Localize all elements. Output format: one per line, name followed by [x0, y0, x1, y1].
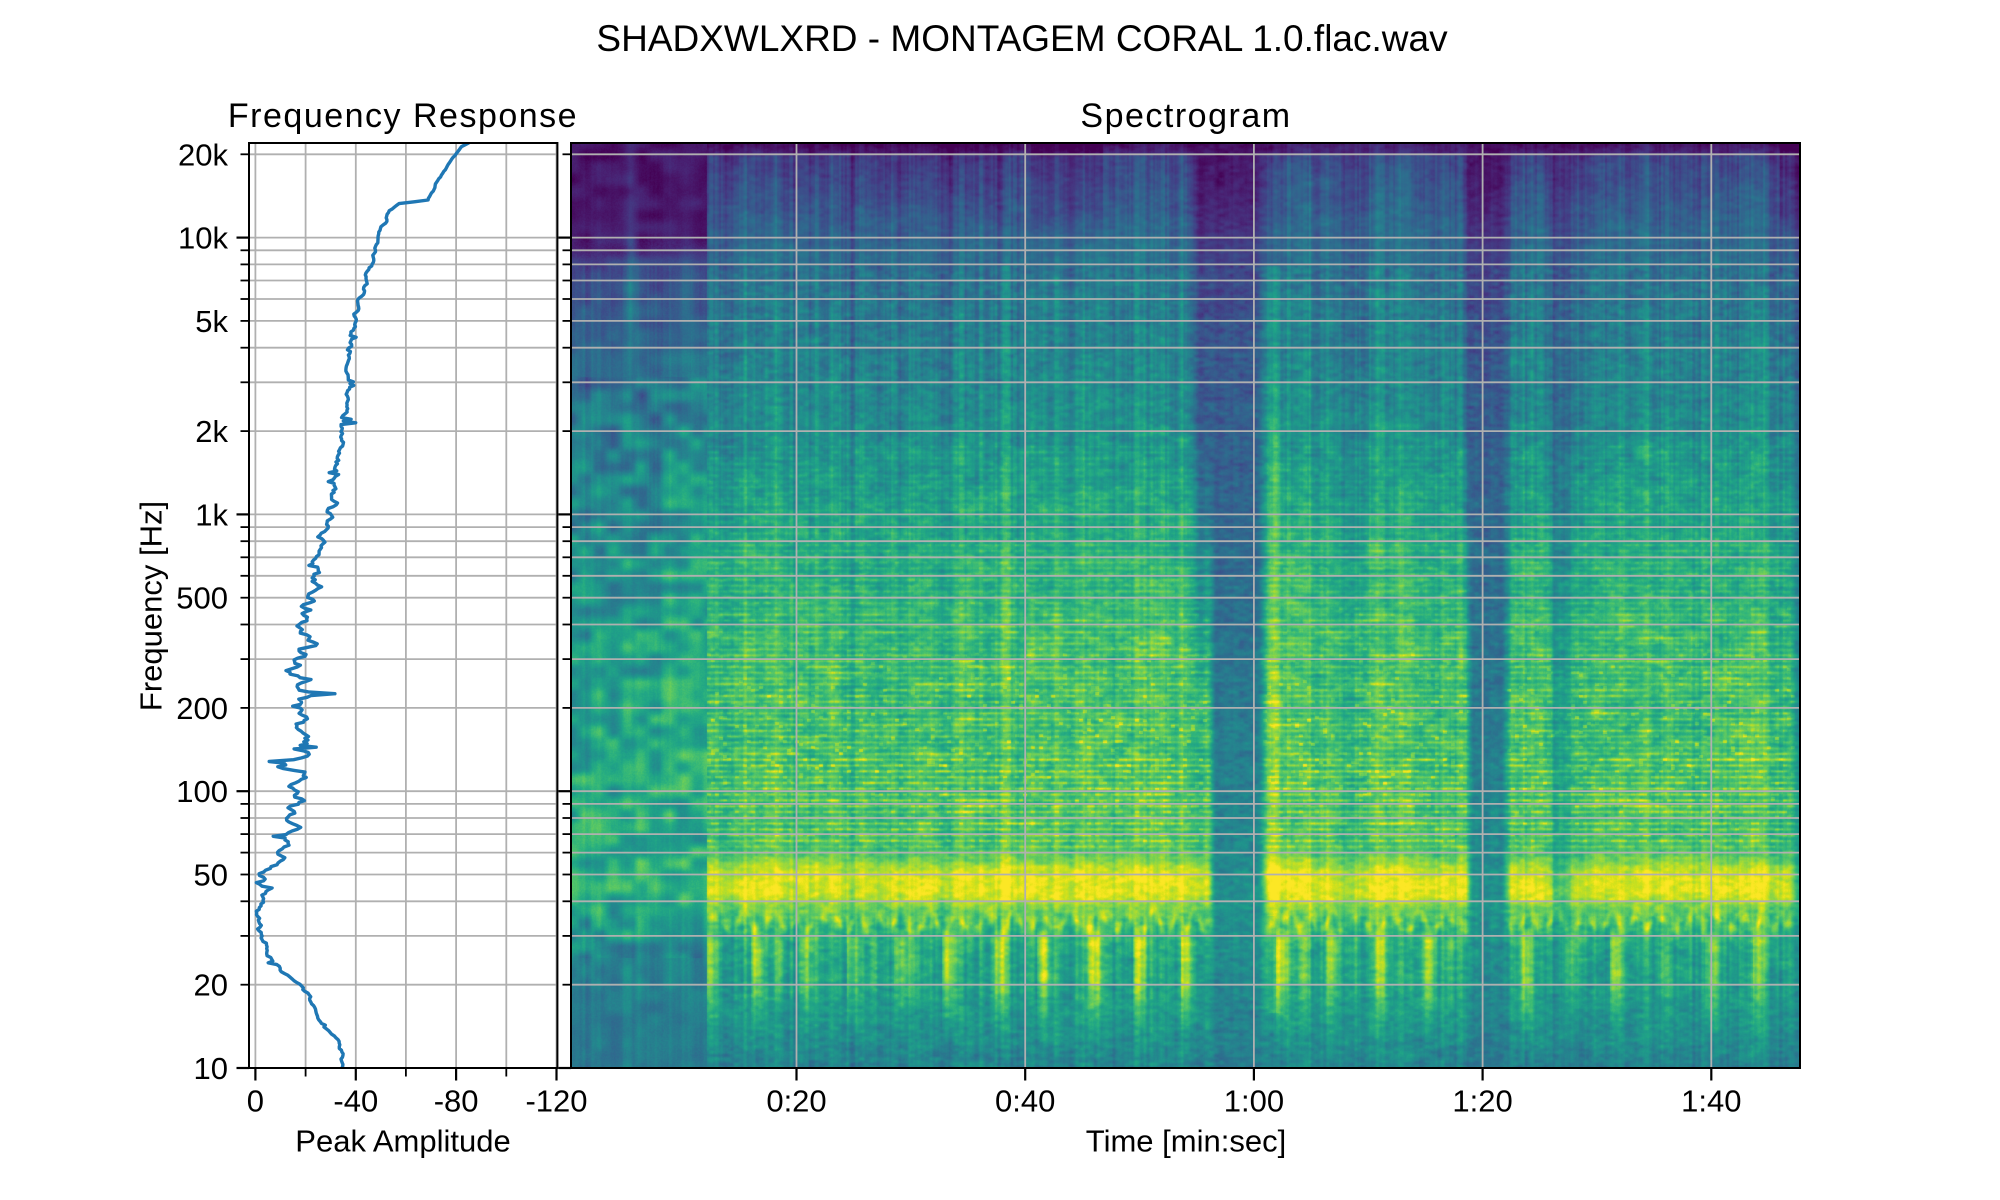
svg-text:1:40: 1:40: [1681, 1084, 1741, 1119]
svg-text:Peak Amplitude: Peak Amplitude: [295, 1124, 510, 1159]
svg-text:0:20: 0:20: [766, 1084, 826, 1119]
svg-text:20k: 20k: [178, 137, 228, 172]
svg-text:5k: 5k: [195, 304, 228, 339]
svg-text:-40: -40: [333, 1084, 378, 1119]
svg-text:1k: 1k: [195, 497, 228, 532]
svg-text:50: 50: [194, 858, 228, 893]
svg-text:1:00: 1:00: [1224, 1084, 1284, 1119]
svg-text:-80: -80: [434, 1084, 479, 1119]
svg-text:2k: 2k: [195, 414, 228, 449]
svg-text:10k: 10k: [178, 221, 228, 256]
svg-text:Frequency [Hz]: Frequency [Hz]: [134, 501, 169, 711]
svg-text:-120: -120: [525, 1084, 587, 1119]
svg-text:20: 20: [194, 968, 228, 1003]
svg-text:10: 10: [194, 1051, 228, 1086]
svg-text:SHADXWLXRD - MONTAGEM CORAL 1.: SHADXWLXRD - MONTAGEM CORAL 1.0.flac.wav: [596, 18, 1448, 59]
svg-text:500: 500: [176, 581, 228, 616]
svg-text:100: 100: [176, 774, 228, 809]
svg-text:Frequency Response: Frequency Response: [228, 97, 578, 135]
svg-text:Spectrogram: Spectrogram: [1080, 97, 1291, 135]
svg-text:1:20: 1:20: [1452, 1084, 1512, 1119]
svg-text:200: 200: [176, 691, 228, 726]
svg-text:0:40: 0:40: [995, 1084, 1055, 1119]
svg-text:0: 0: [247, 1084, 264, 1119]
svg-text:Time [min:sec]: Time [min:sec]: [1086, 1124, 1286, 1159]
